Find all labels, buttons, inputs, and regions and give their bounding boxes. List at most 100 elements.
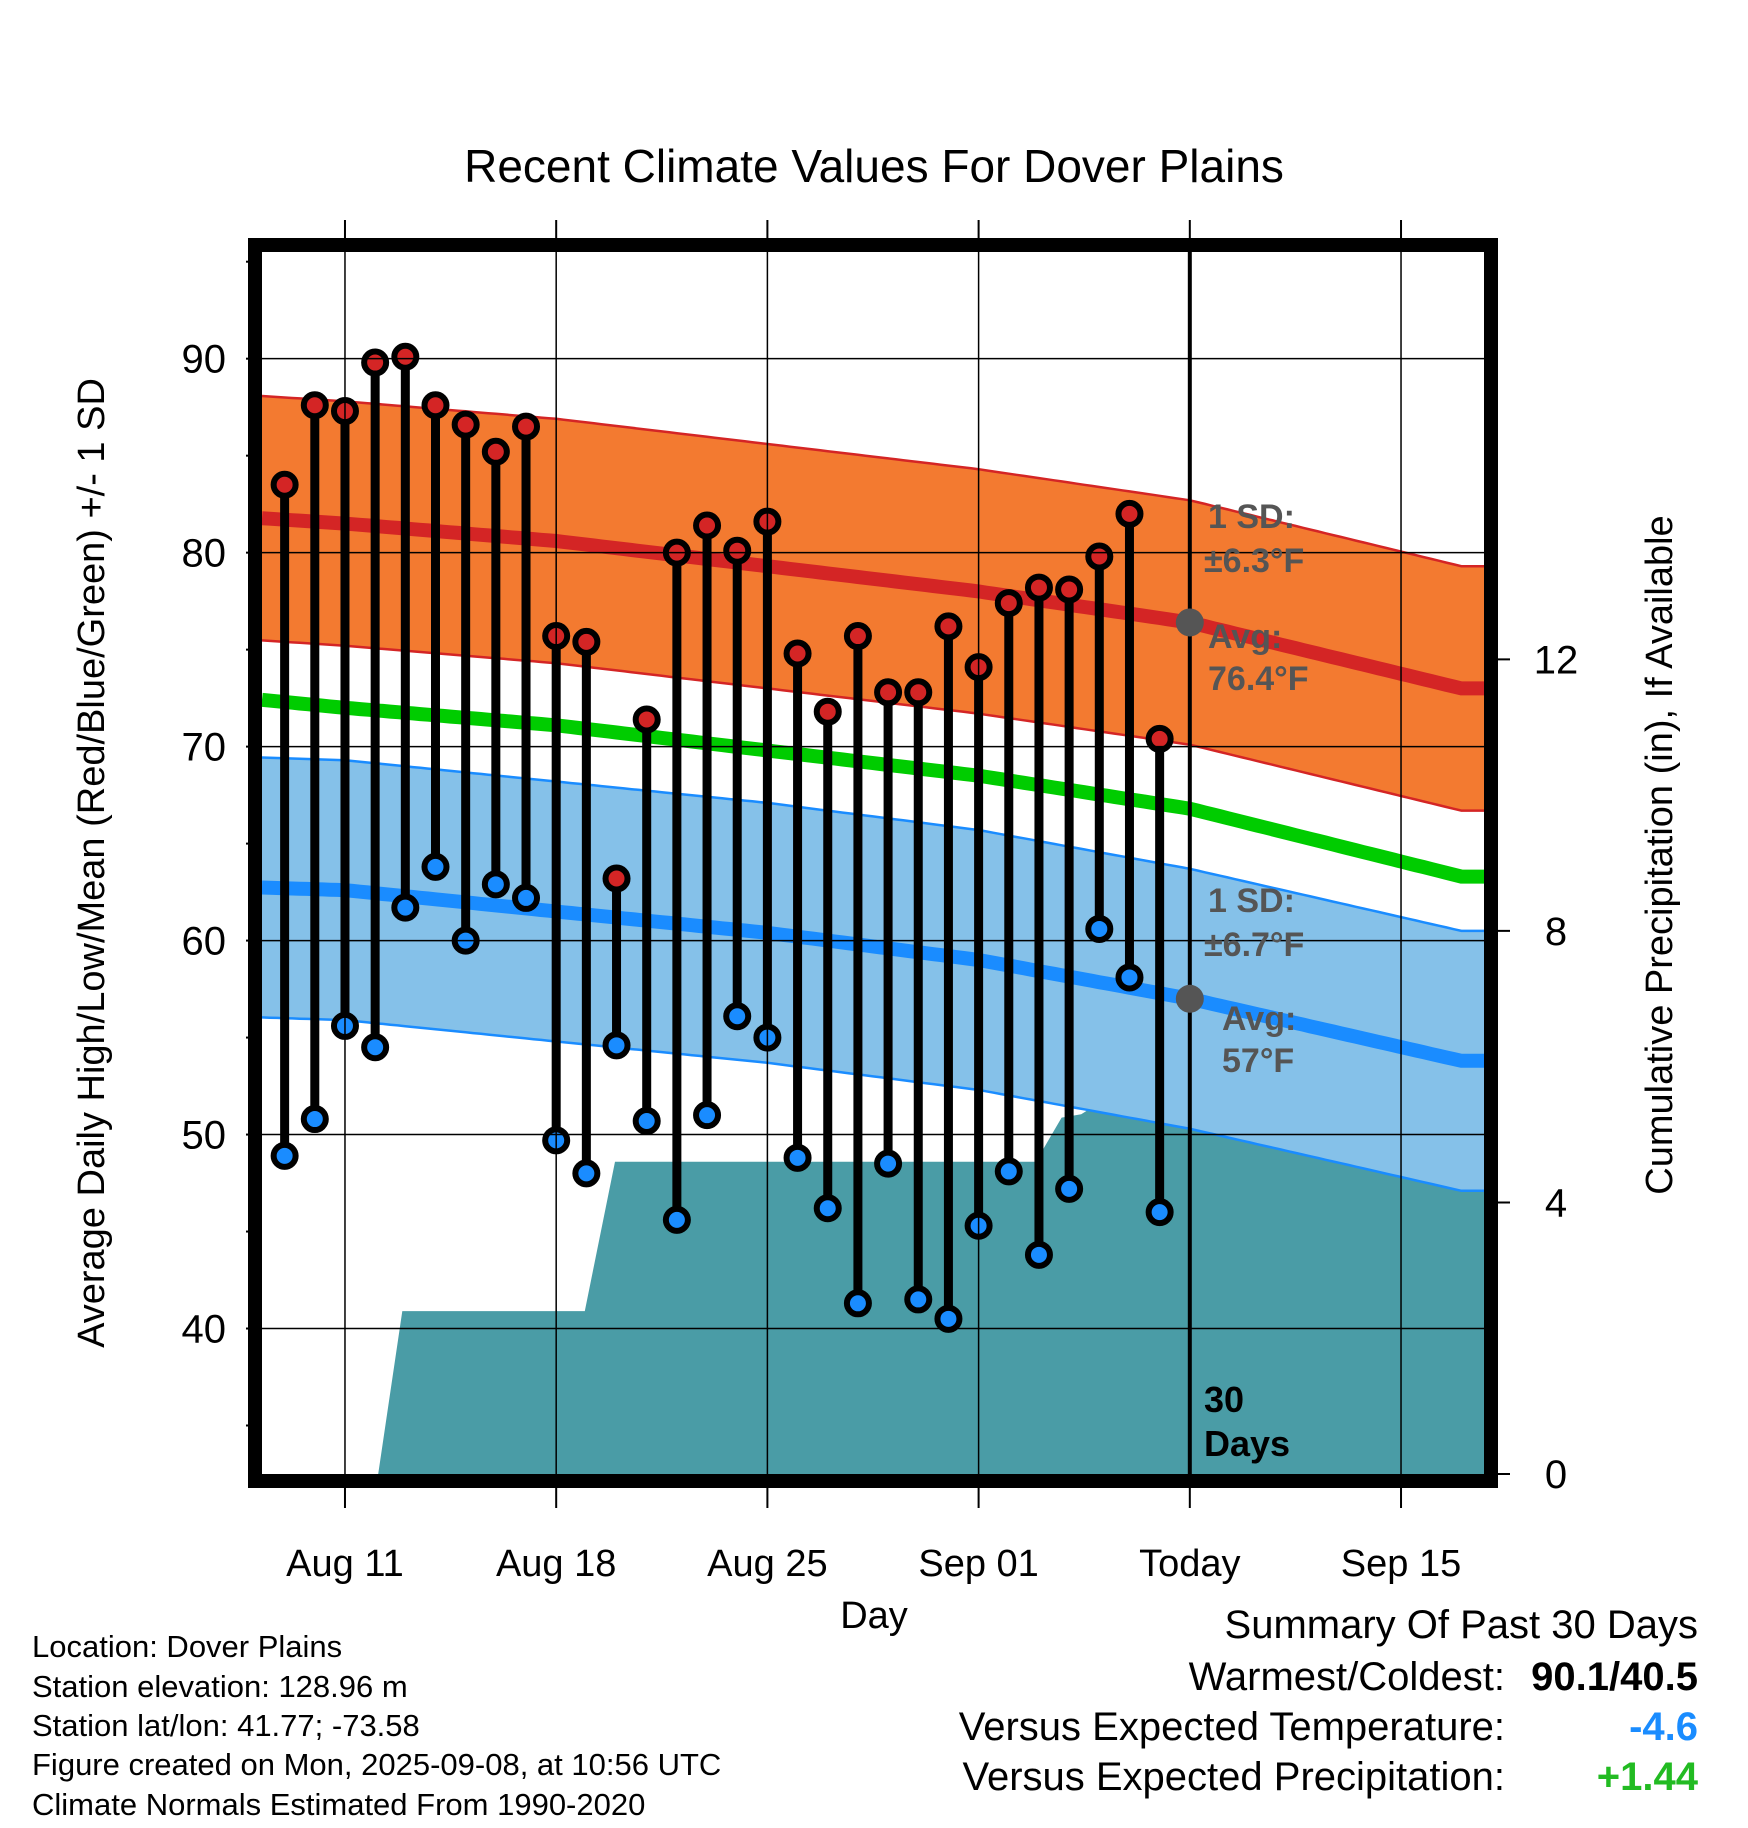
days-text-label: Days — [1204, 1423, 1290, 1464]
low-avg-value: 57°F — [1222, 1042, 1294, 1080]
high-avg-label: Avg: — [1208, 618, 1282, 656]
daily-high-point — [512, 412, 541, 441]
x-tick-label: Sep 01 — [918, 1543, 1038, 1585]
daily-high-point — [874, 678, 903, 707]
daily-high-point — [1055, 575, 1084, 604]
daily-low-point — [874, 1149, 903, 1178]
summary-precip-row: Versus Expected Precipitation: +1.44 — [962, 1755, 1698, 1800]
daily-low-point — [602, 1031, 631, 1060]
summary-precip-value: +1.44 — [1596, 1755, 1698, 1799]
daily-low-point — [572, 1159, 601, 1188]
x-tick-label: Today — [1139, 1543, 1240, 1585]
low-sd-band — [262, 757, 1484, 1191]
today-low-avg-marker — [1175, 984, 1204, 1013]
daily-low-point — [1085, 914, 1114, 943]
high-sd-label: 1 SD: — [1208, 498, 1295, 536]
daily-high-point — [934, 612, 963, 641]
daily-low-point — [1055, 1174, 1084, 1203]
daily-high-point — [361, 348, 390, 377]
summary-warm-cold-row: Warmest/Coldest: 90.1/40.5 — [1189, 1655, 1698, 1700]
x-tick-label: Aug 18 — [496, 1543, 616, 1585]
daily-high-point — [813, 697, 842, 726]
high-sd-band — [262, 396, 1484, 811]
daily-low-point — [481, 870, 510, 899]
daily-low-point — [723, 1002, 752, 1031]
y-right-tick-label: 0 — [1545, 1453, 1567, 1497]
daily-high-point — [904, 678, 933, 707]
y-right-tick-label: 4 — [1545, 1181, 1567, 1225]
y-right-tick-label: 8 — [1545, 910, 1567, 954]
daily-low-point — [300, 1105, 329, 1134]
daily-high-point — [783, 639, 812, 668]
y-left-tick-label: 40 — [182, 1308, 227, 1352]
daily-low-point — [783, 1143, 812, 1172]
daily-high-point — [632, 705, 661, 734]
daily-low-point — [813, 1194, 842, 1223]
daily-high-point — [1024, 573, 1053, 602]
info-created: Figure created on Mon, 2025-09-08, at 10… — [32, 1747, 722, 1782]
summary-temp-value: -4.6 — [1629, 1705, 1698, 1749]
plot-frame — [248, 238, 1498, 1488]
y-left-tick-label: 60 — [182, 920, 227, 964]
daily-high-point — [1145, 724, 1174, 753]
daily-low-point — [1024, 1240, 1053, 1269]
daily-low-point — [994, 1157, 1023, 1186]
x-axis-label: Day — [840, 1595, 908, 1637]
daily-high-point — [481, 437, 510, 466]
daily-high-point — [1085, 542, 1114, 571]
low-sd-value: ±6.7°F — [1204, 926, 1304, 964]
info-latlon: Station lat/lon: 41.77; -73.58 — [32, 1708, 420, 1743]
daily-high-point — [843, 622, 872, 651]
summary-temp-row: Versus Expected Temperature: -4.6 — [959, 1705, 1698, 1750]
daily-low-point — [632, 1106, 661, 1135]
precipitation-area — [378, 1097, 1484, 1474]
daily-low-point — [1115, 963, 1144, 992]
summary-title: Summary Of Past 30 Days — [1224, 1603, 1698, 1647]
summary-warm-cold-value: 90.1/40.5 — [1531, 1655, 1698, 1699]
daily-high-point — [1115, 499, 1144, 528]
daily-high-point — [723, 536, 752, 565]
daily-high-point — [421, 391, 450, 420]
y-axis-right-label: Cumulative Precipitation (in), If Availa… — [1639, 515, 1681, 1194]
info-location: Location: Dover Plains — [32, 1629, 343, 1664]
daily-low-point — [270, 1141, 299, 1170]
daily-low-point — [693, 1101, 722, 1130]
y-right-tick-label: 12 — [1534, 638, 1579, 682]
daily-low-point — [662, 1205, 691, 1234]
daily-low-point — [512, 883, 541, 912]
daily-low-point — [843, 1289, 872, 1318]
daily-high-point — [270, 470, 299, 499]
days-count-label: 30 — [1204, 1379, 1244, 1420]
x-tick-label: Aug 11 — [286, 1543, 404, 1585]
daily-low-point — [904, 1285, 933, 1314]
today-high-avg-marker — [1175, 608, 1204, 637]
daily-low-point — [421, 852, 450, 881]
daily-high-point — [391, 342, 420, 371]
daily-high-point — [693, 511, 722, 540]
y-axis-left-label: Average Daily High/Low/Mean (Red/Blue/Gr… — [71, 378, 113, 1348]
info-normals: Climate Normals Estimated From 1990-2020 — [32, 1787, 646, 1822]
y-left-tick-label: 50 — [182, 1114, 227, 1158]
chart-title: Recent Climate Values For Dover Plains — [464, 140, 1284, 192]
daily-high-point — [994, 589, 1023, 618]
y-left-tick-label: 80 — [182, 532, 227, 576]
low-avg-label: Avg: — [1222, 1000, 1296, 1038]
daily-low-point — [1145, 1198, 1174, 1227]
summary-warm-cold-label: Warmest/Coldest: — [1188, 1655, 1505, 1699]
daily-high-point — [300, 391, 329, 420]
daily-high-point — [451, 410, 480, 439]
summary-temp-label: Versus Expected Temperature: — [958, 1705, 1505, 1749]
x-tick-label: Sep 15 — [1341, 1543, 1461, 1585]
daily-high-point — [602, 864, 631, 893]
low-sd-band-lower-edge — [262, 1016, 1484, 1193]
x-tick-label: Aug 25 — [707, 1543, 827, 1585]
daily-high-point — [572, 627, 601, 656]
info-elevation: Station elevation: 128.96 m — [32, 1669, 408, 1704]
y-left-tick-label: 90 — [182, 338, 227, 382]
high-sd-value: ±6.3°F — [1204, 542, 1304, 580]
summary-precip-label: Versus Expected Precipitation: — [962, 1755, 1505, 1799]
daily-low-point — [934, 1304, 963, 1333]
low-sd-label: 1 SD: — [1208, 882, 1295, 920]
high-avg-value: 76.4°F — [1208, 660, 1309, 698]
